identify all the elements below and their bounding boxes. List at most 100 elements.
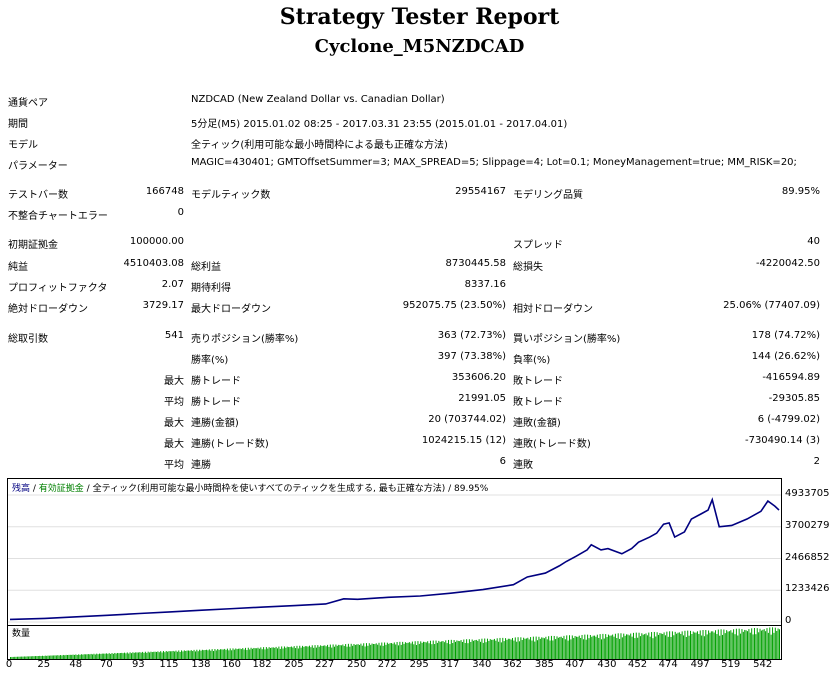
volume-bar — [349, 646, 351, 659]
info-label: パラメーター — [8, 161, 68, 172]
volume-bar — [199, 649, 201, 659]
volume-bar — [493, 638, 495, 659]
stat-label: 勝率(%) — [191, 355, 229, 366]
volume-bar — [80, 654, 82, 659]
volume-bar — [75, 654, 77, 659]
volume-bar — [267, 648, 269, 659]
volume-bar — [541, 637, 543, 659]
volume-bar — [770, 634, 772, 659]
volume-bar — [617, 633, 619, 659]
report-title: Strategy Tester Report — [279, 4, 560, 30]
volume-bar — [118, 653, 120, 659]
volume-bar — [85, 654, 87, 659]
x-tick-label: 497 — [690, 659, 710, 670]
volume-bar — [48, 655, 50, 659]
volume-bar — [97, 654, 99, 659]
volume-bar — [132, 652, 134, 659]
volume-bar — [78, 654, 80, 659]
volume-bar — [509, 638, 511, 659]
volume-bar — [723, 629, 725, 659]
volume-bar — [370, 644, 372, 659]
stat-label: 純益 — [8, 262, 28, 273]
x-tick-label: 93 — [131, 659, 145, 670]
volume-bar — [599, 634, 601, 659]
volume-bar — [575, 636, 577, 659]
volume-bar — [763, 629, 765, 659]
volume-bar — [499, 637, 501, 659]
stat-label: 相対ドローダウン — [513, 304, 593, 315]
volume-bar — [379, 645, 381, 659]
volume-bar — [378, 642, 380, 659]
volume-bar — [185, 650, 187, 659]
volume-bar — [758, 632, 760, 659]
volume-bar — [196, 649, 198, 659]
volume-bar — [183, 650, 185, 659]
volume-bar — [182, 651, 184, 659]
volume-bar — [65, 654, 67, 659]
volume-bar — [400, 644, 402, 659]
volume-bar — [399, 641, 401, 659]
volume-bar — [23, 656, 25, 659]
stats-row: 平均 連勝 6 連敗 2 — [0, 453, 839, 473]
volume-bar — [413, 644, 415, 659]
volume-bar — [346, 646, 348, 659]
volume-bar — [258, 648, 260, 659]
volume-bar — [242, 648, 244, 659]
volume-bar — [282, 648, 284, 659]
volume-bar — [459, 641, 461, 659]
volume-bar — [548, 636, 550, 659]
volume-bar — [229, 648, 231, 659]
volume-bar — [55, 655, 57, 659]
volume-bar — [332, 644, 334, 659]
volume-bar — [705, 630, 707, 659]
stat-value: 40 — [807, 236, 820, 247]
volume-bar — [283, 646, 285, 659]
volume-bar — [328, 646, 330, 659]
volume-bar — [22, 656, 24, 659]
stat-label: モデルティック数 — [191, 190, 271, 201]
volume-bar — [598, 637, 600, 659]
volume-bar — [709, 632, 711, 659]
volume-bar — [363, 643, 365, 659]
volume-bar — [776, 630, 778, 659]
volume-bar — [33, 656, 35, 659]
stats-row: 勝率(%) 397 (73.38%) 負率(%) 144 (26.62%) — [0, 348, 839, 368]
volume-bar — [39, 655, 41, 659]
legend-separator: / — [83, 484, 93, 494]
y-tick-label: 4933705 — [785, 488, 830, 499]
volume-bar — [513, 640, 515, 659]
volume-bar — [634, 638, 636, 659]
volume-bar — [144, 651, 146, 659]
stat-value: 6 (-4799.02) — [757, 414, 820, 425]
volume-bar — [367, 645, 369, 659]
volume-bar — [411, 641, 413, 659]
volume-bar — [18, 656, 20, 659]
volume-bar — [117, 652, 119, 659]
volume-bar — [364, 646, 366, 659]
volume-bar — [285, 647, 287, 659]
x-tick-label: 340 — [472, 659, 492, 670]
stat-label: 敗トレード — [513, 397, 563, 408]
volume-bar — [774, 627, 776, 659]
volume-bar — [377, 644, 379, 659]
volume-bar — [742, 631, 744, 659]
volume-bar — [450, 639, 452, 659]
volume-bar — [677, 632, 679, 659]
volume-bar — [737, 635, 739, 659]
volume-bar — [290, 646, 292, 659]
volume-bar — [759, 628, 761, 659]
volume-bar — [304, 646, 306, 659]
volume-bar — [89, 654, 91, 659]
volume-bar — [595, 636, 597, 659]
volume-bar — [431, 644, 433, 659]
stat-label: 最大ドローダウン — [191, 304, 271, 315]
volume-bar — [724, 633, 726, 659]
volume-bar — [374, 644, 376, 659]
volume-bar — [315, 647, 317, 659]
volume-bar — [524, 638, 526, 659]
volume-bar — [245, 647, 247, 659]
volume-bar — [460, 640, 462, 659]
volume-bar — [37, 656, 39, 659]
volume-bar — [175, 650, 177, 659]
volume-bar — [112, 653, 114, 659]
